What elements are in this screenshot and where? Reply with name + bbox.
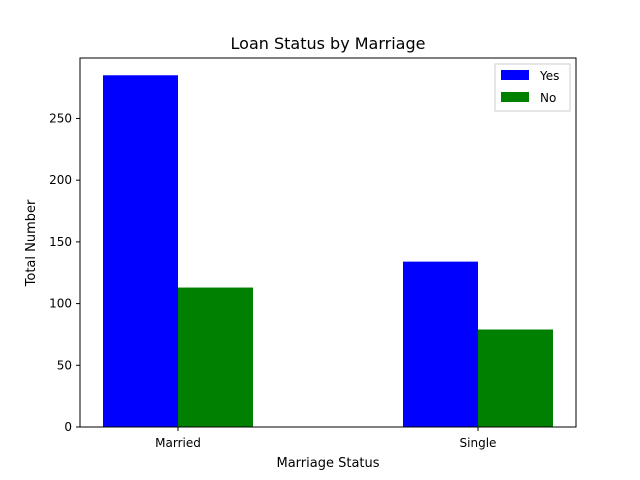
bar-married-yes xyxy=(103,75,178,428)
y-tick-label-250: 250 xyxy=(49,111,72,125)
x-tick-label-married: Married xyxy=(155,436,201,450)
bar-single-no xyxy=(478,329,553,427)
legend: Yes No xyxy=(494,63,571,112)
x-axis-label: Marriage Status xyxy=(276,456,379,471)
y-tick-label-0: 0 xyxy=(64,420,72,434)
y-tick-label-200: 200 xyxy=(49,173,72,187)
x-tick-label-single: Single xyxy=(460,436,497,450)
y-tick-label-50: 50 xyxy=(57,358,72,372)
chart-title: Loan Status by Marriage xyxy=(231,34,426,53)
y-tick-label-100: 100 xyxy=(49,297,72,311)
legend-label-yes: Yes xyxy=(539,69,559,83)
y-axis-label: Total Number xyxy=(24,199,39,287)
legend-swatch-yes xyxy=(501,70,529,80)
y-tick-label-150: 150 xyxy=(49,235,72,249)
plot-frame xyxy=(79,57,577,428)
legend-swatch-no xyxy=(501,92,529,102)
bar-married-no xyxy=(178,287,253,427)
bars-group xyxy=(103,75,553,428)
legend-label-no: No xyxy=(540,91,556,105)
y-axis-ticks: 0 50 100 150 200 250 xyxy=(49,111,80,434)
x-axis-ticks: Married Single xyxy=(155,427,496,450)
bar-single-yes xyxy=(403,261,478,427)
